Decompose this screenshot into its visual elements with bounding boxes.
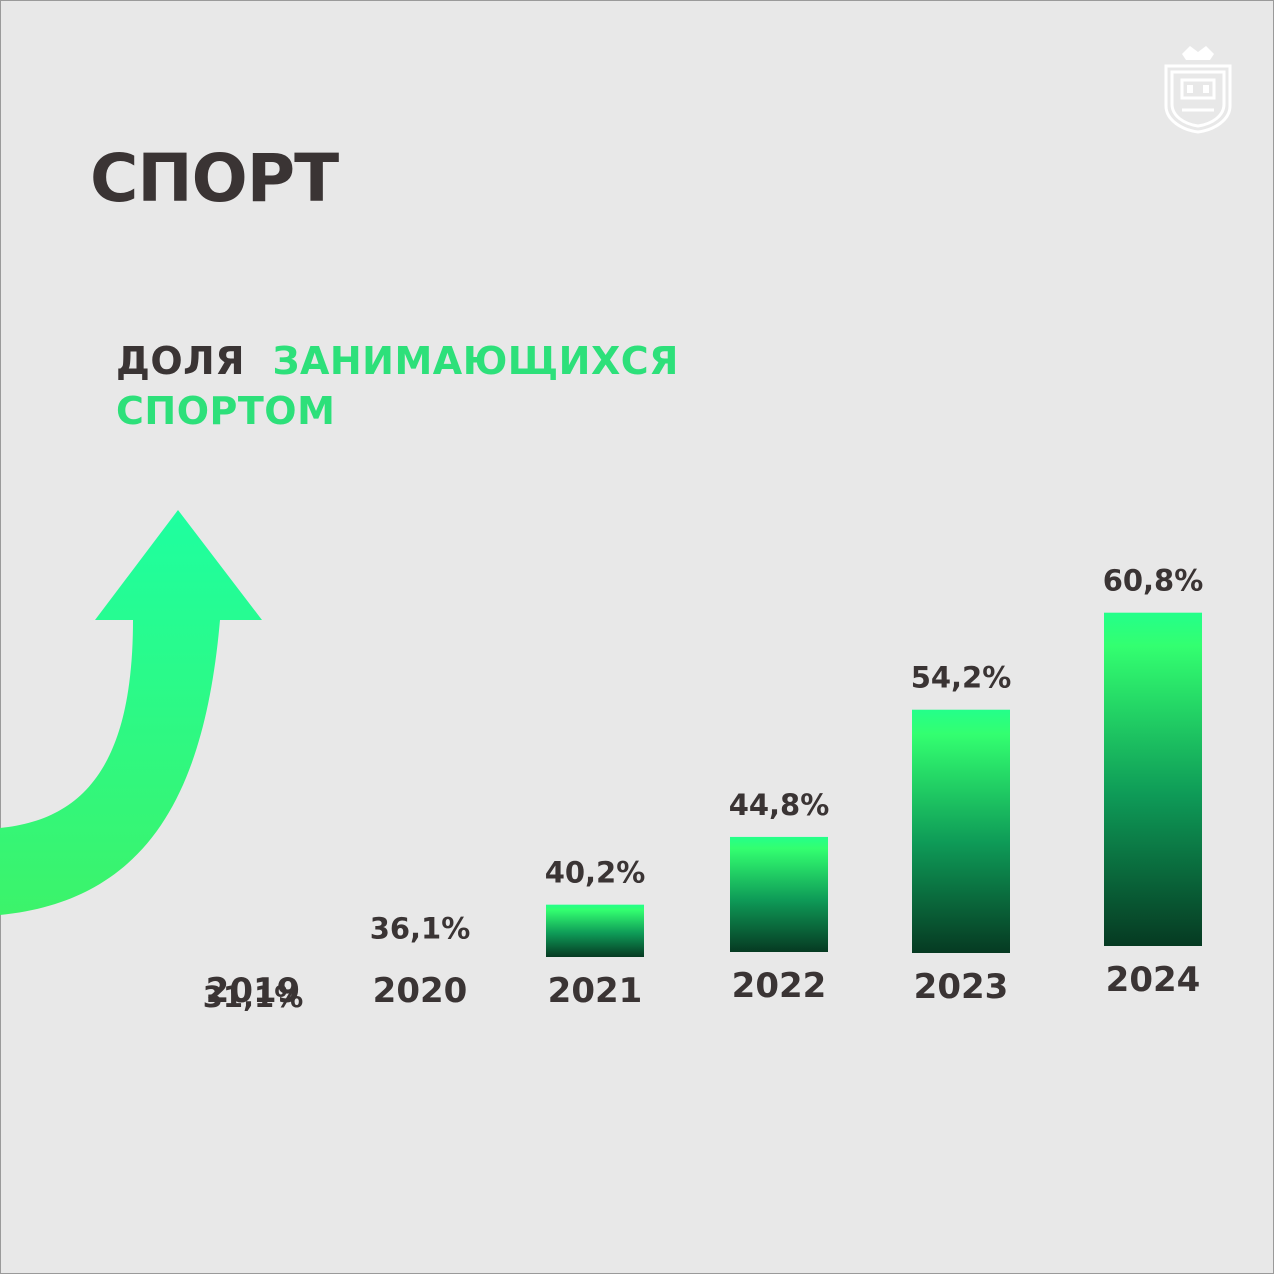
value-label-2023: 54,2%	[911, 661, 1012, 695]
value-label-2021: 40,2%	[545, 856, 646, 890]
page-title: СПОРТ	[90, 140, 339, 217]
chart-subtitle: ДОЛЯ ЗАНИМАЮЩИХСЯ СПОРТОМ	[116, 336, 679, 436]
bar-2022	[730, 836, 828, 952]
bars-group	[546, 612, 1202, 957]
subtitle-part-3: СПОРТОМ	[116, 389, 336, 433]
category-label-2019: 2019	[206, 971, 301, 1011]
category-label-2023: 2023	[914, 967, 1009, 1007]
value-labels-group: 31,1% 36,1% 40,2% 44,8% 54,2% 60,8%	[203, 564, 1204, 1014]
bar-2023	[912, 709, 1010, 953]
value-label-2022: 44,8%	[729, 788, 830, 822]
category-label-2022: 2022	[732, 966, 827, 1006]
value-label-2020: 36,1%	[370, 912, 471, 946]
bar-2024	[1104, 612, 1202, 946]
category-label-2021: 2021	[548, 971, 643, 1011]
upward-curved-arrow-icon	[0, 510, 262, 915]
value-label-2024: 60,8%	[1103, 564, 1204, 598]
category-label-2020: 2020	[373, 971, 468, 1011]
subtitle-part-2: ЗАНИМАЮЩИХСЯ	[272, 339, 679, 383]
coat-of-arms-emblem-icon	[1160, 40, 1236, 138]
bar-2021	[546, 904, 644, 957]
value-label-2019: 31,1%	[203, 980, 304, 1014]
category-labels-group: 2019 2020 2021 2022 2023 2024	[206, 960, 1201, 1011]
subtitle-part-1: ДОЛЯ	[116, 339, 245, 383]
category-label-2024: 2024	[1106, 960, 1201, 1000]
